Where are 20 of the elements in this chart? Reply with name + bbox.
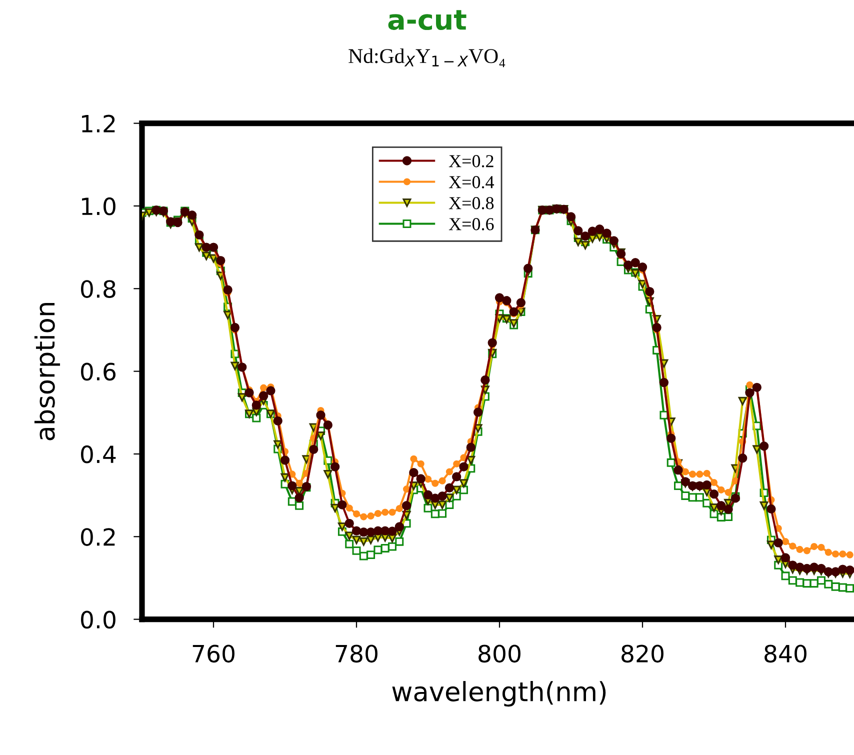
chart-subtitle: Nd:Gd$_{X}$Y$_{1−X}$VO₄ [348, 48, 506, 68]
legend-label: X=0.8 [448, 197, 494, 210]
y-axis-title: absorption [34, 303, 60, 440]
x-tick-label: 840 [764, 644, 806, 663]
x-tick-label: 820 [622, 644, 664, 663]
y-tick-label: 0.6 [81, 362, 116, 381]
y-tick-label: 0.8 [81, 280, 116, 298]
y-tick-label: 1.2 [82, 114, 115, 132]
y-tick-label: 1.0 [82, 197, 116, 216]
x-tick-label: 800 [478, 644, 520, 663]
y-tick-label: 0.4 [81, 445, 116, 464]
y-tick-label: 0.2 [81, 528, 115, 546]
legend-label: X=0.4 [448, 176, 494, 188]
chart-title: a-cut [388, 10, 466, 30]
legend-label: X=0.2 [448, 155, 494, 168]
y-tick-label: 0.0 [81, 610, 116, 629]
legend-label: X=0.6 [448, 218, 494, 230]
x-tick-label: 760 [192, 644, 234, 663]
x-tick-label: 780 [336, 644, 378, 663]
x-axis-title: wavelength(nm) [392, 681, 606, 707]
